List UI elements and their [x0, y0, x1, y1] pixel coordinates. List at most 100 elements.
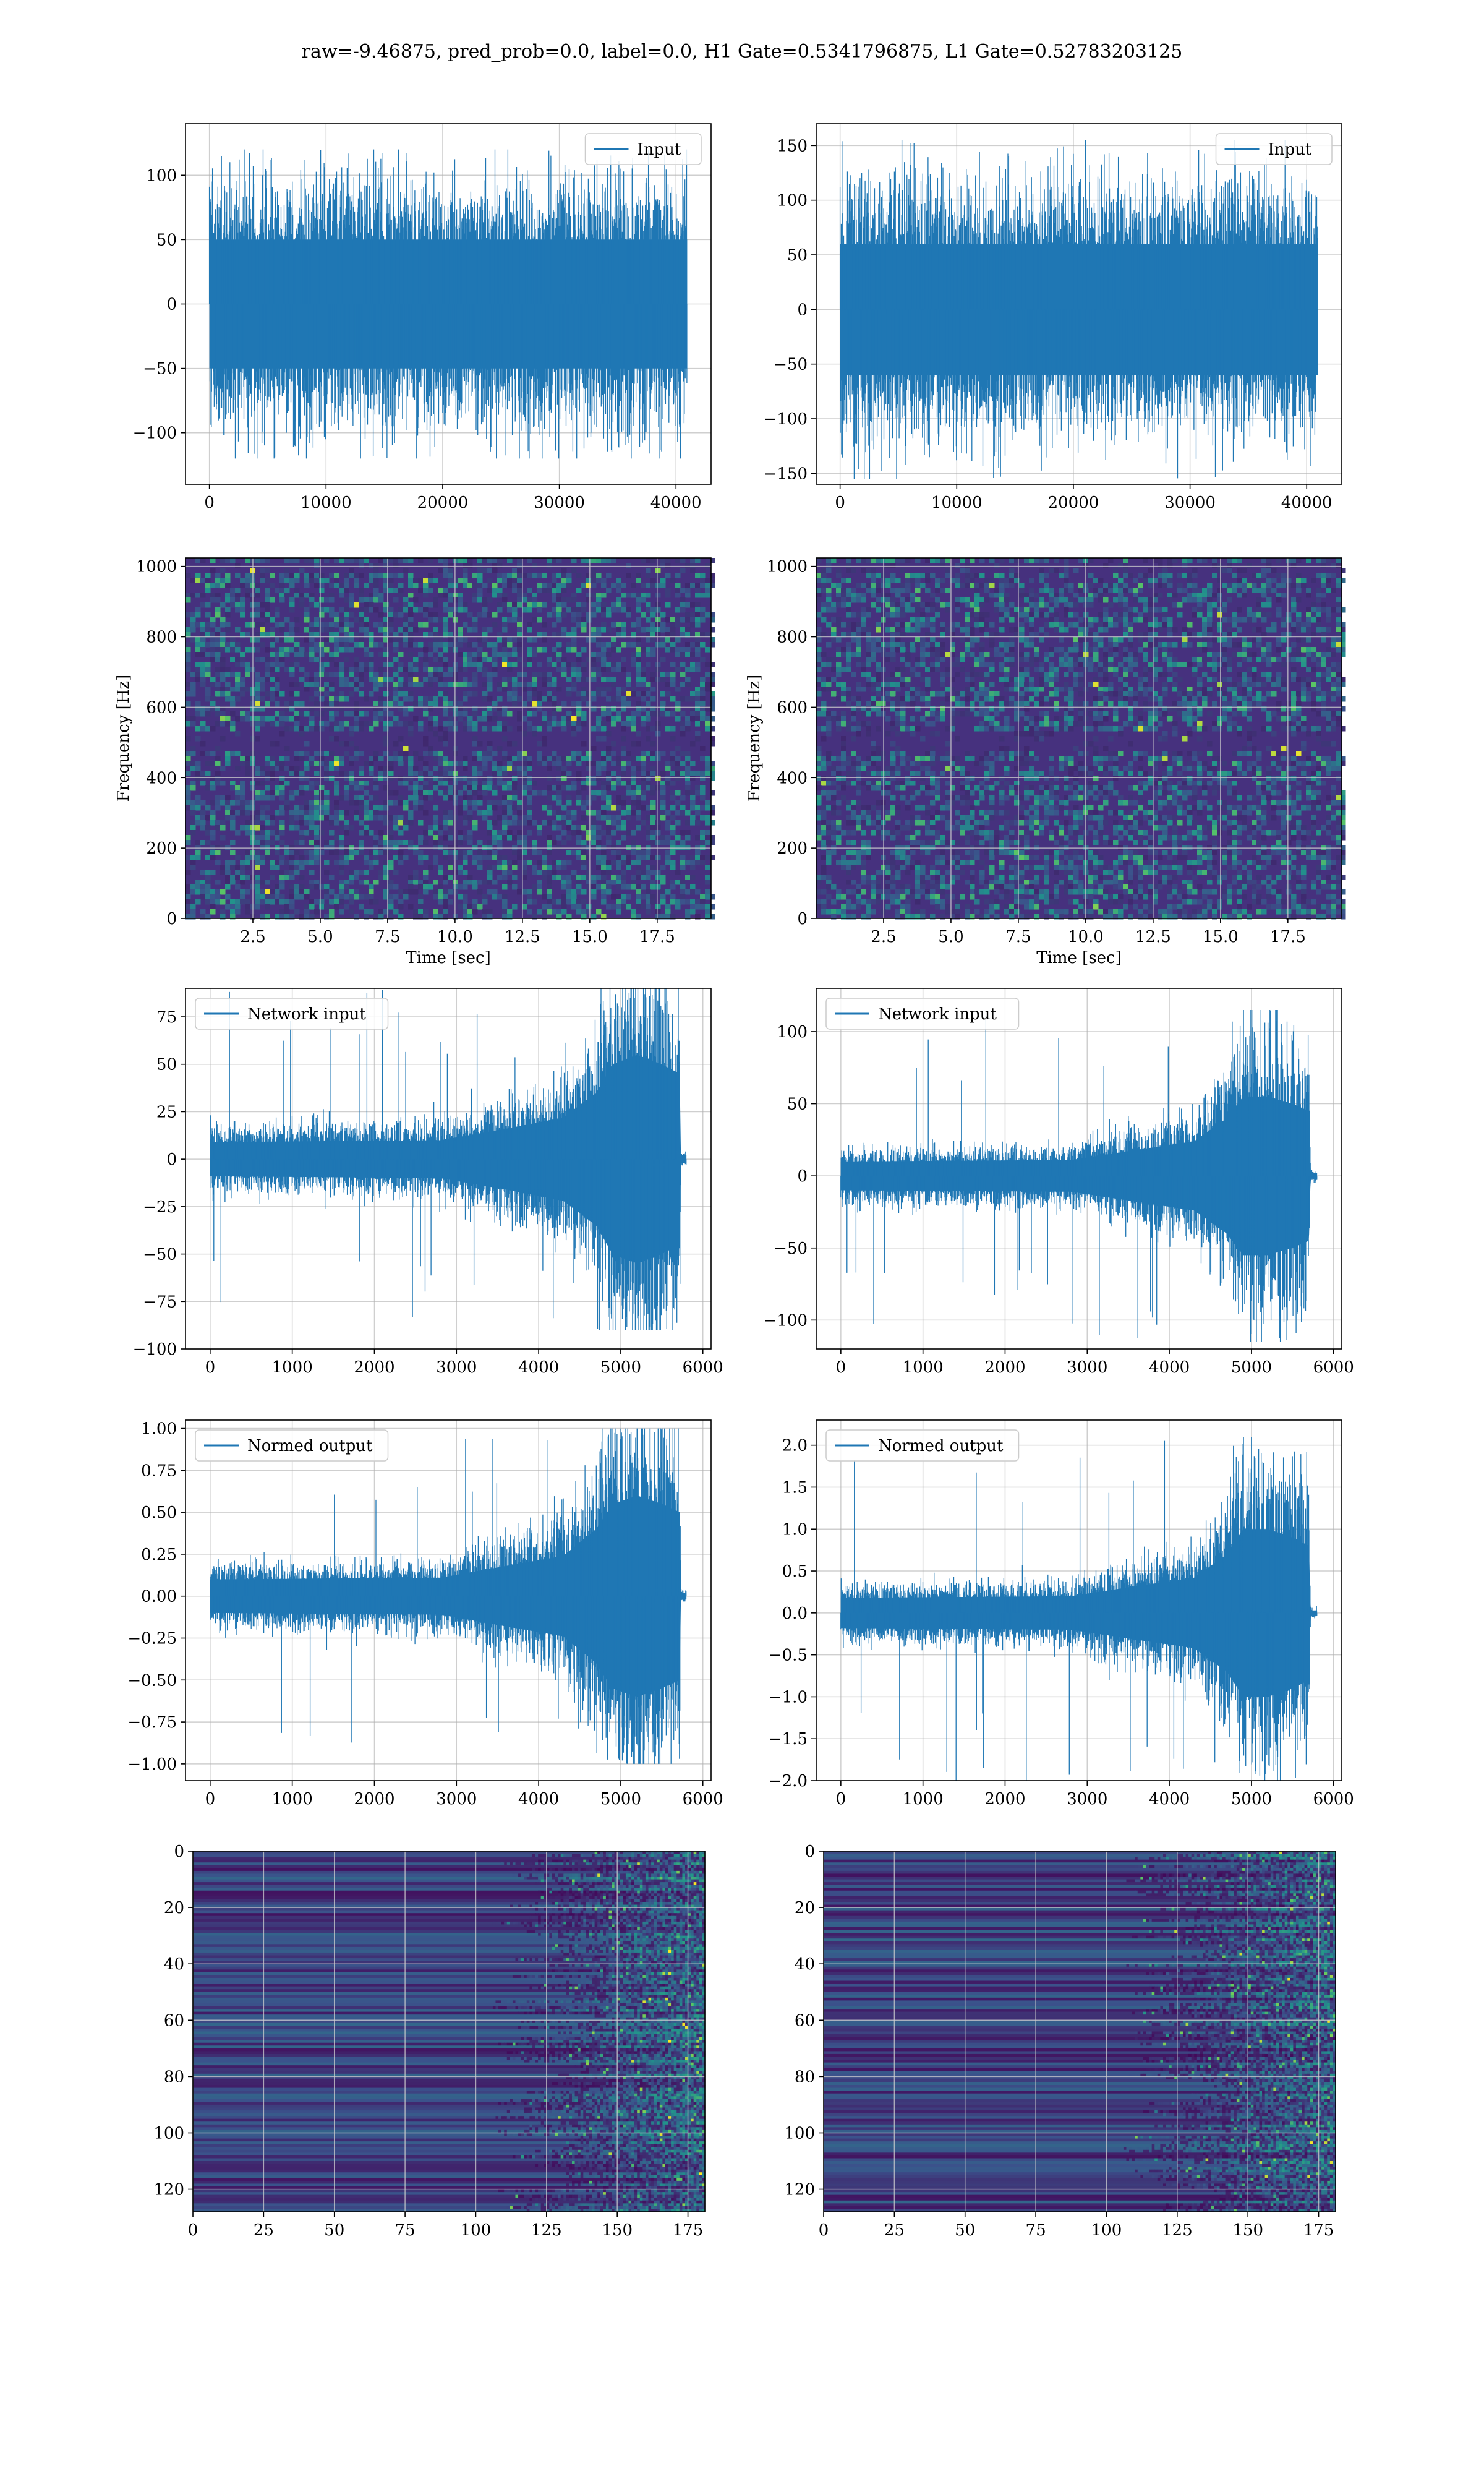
x-tick-label: 5000 [600, 1790, 641, 1808]
x-tick-label: 25 [884, 2221, 905, 2240]
x-tick-label: 15.0 [572, 928, 608, 946]
x-tick-label: 17.5 [1270, 928, 1306, 946]
y-tick-label: −0.50 [127, 1671, 177, 1690]
y-tick-label: 1.00 [141, 1420, 177, 1439]
y-tick-label: 75 [156, 1008, 177, 1027]
y-tick-label: 80 [164, 2068, 184, 2086]
y-tick-label: 2.0 [782, 1437, 808, 1455]
x-tick-label: 1000 [272, 1358, 313, 1377]
y-tick-label: 0 [174, 1843, 184, 1861]
series-line-group [210, 1429, 686, 1764]
y-tick-label: 0 [166, 1150, 177, 1169]
y-tick-label: 60 [164, 2011, 184, 2030]
y-tick-label: 120 [153, 2181, 184, 2199]
x-tick-label: 0 [205, 1790, 216, 1808]
x-tick-label: 17.5 [639, 928, 675, 946]
y-tick-label: 20 [795, 1899, 815, 1917]
x-tick-label: 175 [673, 2221, 704, 2240]
y-tick-label: 800 [777, 628, 808, 647]
y-tick-label: −100 [133, 1340, 177, 1359]
y-tick-label: −75 [143, 1293, 177, 1311]
chart-h1-spectrogram: 2.5 5.0 7.5 10.0 12.5 15.0 17.5020040060080010… [114, 558, 715, 967]
x-tick-label: 25 [254, 2221, 274, 2240]
y-tick-label: 400 [146, 769, 177, 787]
y-tick-label: −100 [133, 424, 177, 443]
x-axis-label: Time [sec] [406, 949, 491, 967]
x-tick-label: 0 [836, 1790, 846, 1808]
x-tick-label: 10000 [301, 494, 352, 512]
x-tick-label: 4000 [1149, 1358, 1190, 1377]
y-tick-label: −50 [774, 356, 808, 374]
y-tick-label: 60 [795, 2011, 815, 2030]
y-tick-label: −150 [764, 464, 808, 483]
legend: Input [1216, 134, 1333, 165]
heatmap-cells [824, 1851, 1336, 2212]
y-tick-label: 100 [777, 192, 808, 210]
x-tick-label: 50 [324, 2221, 344, 2240]
y-tick-label: 1000 [767, 558, 808, 576]
legend-label: Network input [247, 1005, 366, 1024]
y-tick-label: 0 [166, 910, 177, 928]
legend-label: Normed output [247, 1437, 373, 1455]
x-tick-label: 2000 [984, 1790, 1025, 1808]
x-tick-label: 5000 [1231, 1790, 1272, 1808]
heatmap-cells [186, 558, 715, 920]
x-tick-label: 10.0 [437, 928, 473, 946]
x-tick-label: 40000 [650, 494, 702, 512]
x-tick-label: 125 [1162, 2221, 1193, 2240]
y-tick-label: 0.50 [141, 1504, 177, 1522]
legend-label: Input [638, 140, 681, 159]
y-tick-label: 50 [787, 246, 808, 265]
x-tick-label: 0 [819, 2221, 829, 2240]
y-tick-label: −100 [764, 1311, 808, 1330]
x-tick-label: 3000 [436, 1790, 477, 1808]
series-spikes [210, 1429, 686, 1764]
y-tick-label: 0.5 [782, 1562, 808, 1581]
y-tick-label: −1.5 [769, 1730, 808, 1748]
x-tick-label: 150 [602, 2221, 633, 2240]
y-tick-label: 200 [146, 839, 177, 858]
y-tick-label: 50 [156, 1056, 177, 1074]
x-tick-label: 6000 [683, 1790, 723, 1808]
y-tick-label: −50 [774, 1239, 808, 1258]
x-tick-label: 175 [1303, 2221, 1334, 2240]
y-tick-label: 50 [787, 1095, 808, 1114]
y-tick-label: 100 [153, 2124, 184, 2142]
chart-l1-spectrogram: 2.5 5.0 7.5 10.0 12.5 15.0 17.5020040060080010… [745, 558, 1346, 967]
x-tick-label: 2.5 [240, 928, 265, 946]
x-tick-label: 5.0 [307, 928, 333, 946]
series-line-group [840, 140, 1318, 479]
chart-l1-input: 0 10000 20000 30000 40000−150−100−5005010015… [764, 124, 1342, 512]
legend: Network input [826, 998, 1019, 1029]
y-tick-label: 0 [797, 910, 808, 928]
legend-label: Network input [878, 1005, 997, 1024]
x-tick-label: 12.5 [1135, 928, 1171, 946]
legend-label: Input [1268, 140, 1312, 159]
x-tick-label: 6000 [1313, 1358, 1354, 1377]
legend: Normed output [195, 1430, 388, 1461]
chart-l1-normed-output: 0 1000 2000 3000 4000 5000 6000−2.0−1.5−1.0−0.… [769, 1420, 1354, 1808]
x-tick-label: 2.5 [871, 928, 896, 946]
series-line-group [210, 150, 688, 459]
x-tick-label: 0 [204, 494, 215, 512]
y-tick-label: 600 [146, 698, 177, 717]
x-tick-label: 10.0 [1068, 928, 1104, 946]
y-tick-label: 0 [804, 1843, 815, 1861]
x-tick-label: 5000 [1231, 1358, 1272, 1377]
y-tick-label: 0 [797, 301, 808, 319]
x-tick-label: 12.5 [505, 928, 540, 946]
y-tick-label: 50 [156, 231, 177, 249]
chart-l1-network-input: 0 1000 2000 3000 4000 5000 6000−100−50050100Ne… [764, 988, 1354, 1377]
y-tick-label: 100 [784, 2124, 815, 2142]
x-tick-label: 30000 [534, 494, 585, 512]
y-tick-label: 0.75 [141, 1462, 177, 1480]
x-tick-label: 3000 [1067, 1790, 1107, 1808]
y-tick-label: 20 [164, 1899, 184, 1917]
y-tick-label: 0.25 [141, 1546, 177, 1564]
x-tick-label: 4000 [518, 1790, 559, 1808]
x-tick-label: 2000 [354, 1790, 394, 1808]
y-tick-label: 0 [166, 296, 177, 314]
y-tick-label: 800 [146, 628, 177, 647]
